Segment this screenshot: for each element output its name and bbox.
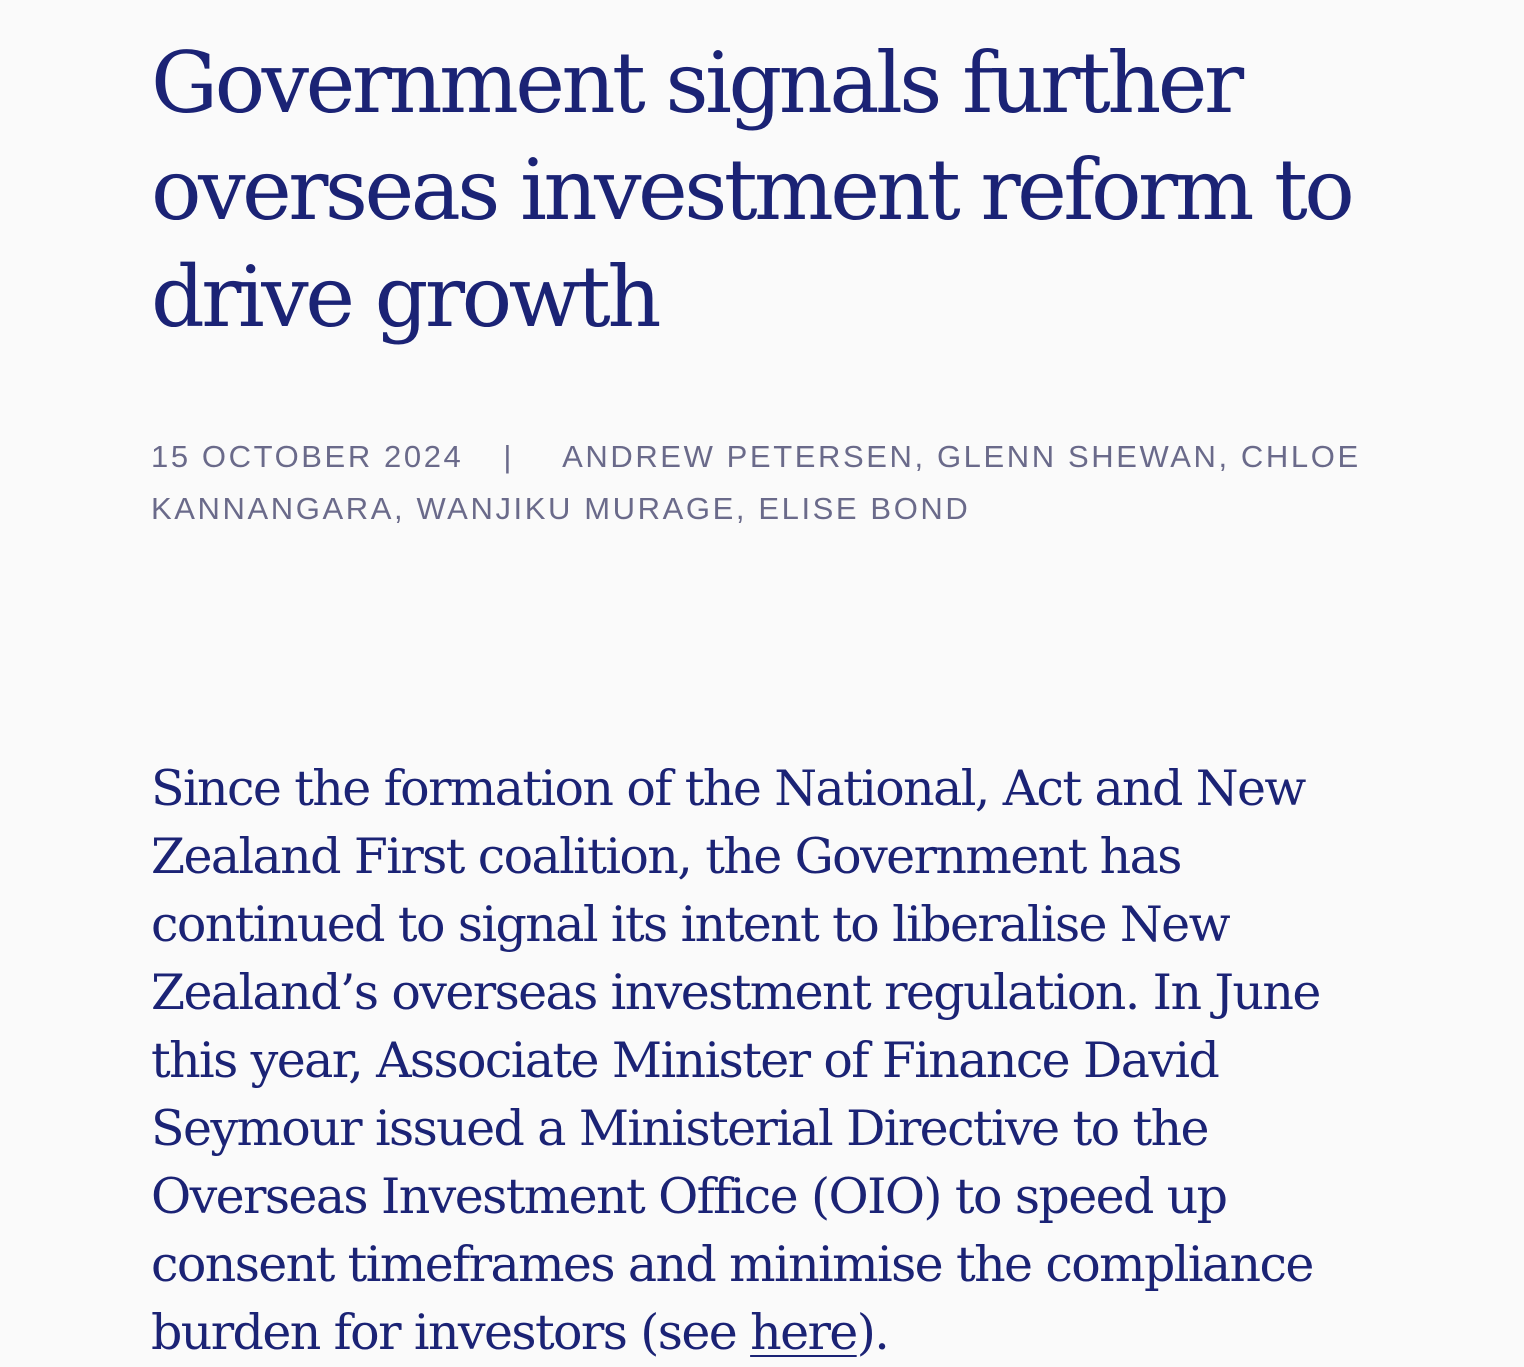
article-authors: ANDREW PETERSEN, GLENN SHEWAN, CHLOE KAN… (151, 439, 1361, 526)
article-meta: 15 OCTOBER 2024 | ANDREW PETERSEN, GLENN S… (151, 431, 1371, 535)
lede-text: Since the formation of the National, Act… (151, 760, 1321, 1361)
meta-separator: | (503, 439, 515, 474)
here-link[interactable]: here (750, 1304, 858, 1361)
article: Government signals further overseas inve… (151, 0, 1411, 1367)
lede-end: ). (856, 1304, 890, 1361)
article-lede: Since the formation of the National, Act… (151, 755, 1413, 1367)
article-title: Government signals further overseas inve… (151, 34, 1355, 346)
article-date: 15 OCTOBER 2024 (151, 439, 464, 474)
